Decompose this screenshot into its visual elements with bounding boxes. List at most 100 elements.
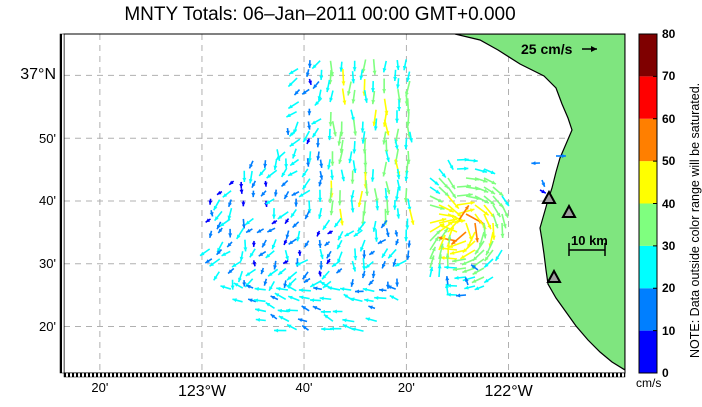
- current-vector: [283, 239, 288, 246]
- current-vector: [208, 230, 213, 239]
- current-vector: [301, 324, 309, 331]
- current-vector: [289, 138, 301, 148]
- current-vector: [301, 88, 310, 95]
- current-vector: [472, 267, 485, 276]
- current-vector: [429, 177, 440, 186]
- current-vector: [381, 248, 389, 259]
- current-vector: [395, 278, 400, 287]
- current-vector: [456, 192, 473, 197]
- current-vector: [395, 188, 400, 201]
- current-vector: [363, 298, 374, 303]
- current-vector: [447, 159, 454, 170]
- radar-sites: [541, 189, 577, 283]
- current-vector: [213, 271, 220, 281]
- current-vector: [231, 260, 242, 268]
- current-vector: [429, 186, 441, 195]
- current-vector: [287, 101, 300, 110]
- frame-ticks-bottom: [63, 372, 626, 378]
- current-vector: [263, 278, 268, 286]
- current-vector: [462, 267, 476, 274]
- current-vector: [286, 323, 298, 331]
- current-vector: [438, 204, 455, 213]
- current-vector: [273, 260, 278, 270]
- current-vector: [445, 253, 450, 269]
- current-vectors: [199, 59, 566, 333]
- current-vector: [292, 221, 300, 229]
- current-vector: [337, 190, 342, 206]
- current-vector: [394, 230, 399, 237]
- current-vector: [317, 89, 322, 101]
- current-vector: [328, 111, 333, 127]
- current-vector: [265, 250, 275, 259]
- current-vector: [392, 258, 397, 267]
- current-vector: [327, 286, 341, 291]
- current-vector: [406, 71, 411, 83]
- colorbar-tick-label: 40: [662, 196, 676, 211]
- current-vector: [372, 59, 377, 75]
- radar-site-marker: [541, 189, 557, 204]
- current-vector: [217, 227, 223, 234]
- current-vector: [277, 308, 289, 313]
- current-vector: [446, 292, 458, 297]
- current-vector: [242, 280, 247, 287]
- current-vector: [396, 78, 400, 89]
- current-vector: [474, 195, 490, 204]
- current-vector: [382, 78, 387, 94]
- current-vector: [371, 81, 375, 93]
- current-vector: [244, 217, 254, 226]
- current-vector: [298, 189, 311, 198]
- current-vector: [368, 250, 376, 256]
- current-vector: [287, 295, 300, 302]
- current-vector: [260, 190, 267, 197]
- current-vector: [251, 240, 256, 247]
- current-vector: [249, 248, 256, 258]
- current-vector: [474, 186, 489, 193]
- current-vector: [319, 261, 324, 270]
- current-vector: [292, 148, 297, 159]
- current-vector: [438, 186, 450, 197]
- colorbar-tick-label: 0: [662, 366, 669, 380]
- current-vector: [471, 276, 485, 284]
- current-vector: [305, 69, 310, 77]
- current-vector: [474, 204, 490, 216]
- current-vector: [447, 177, 456, 190]
- current-vector: [266, 169, 278, 179]
- current-vector: [309, 280, 322, 288]
- colorbar-unit: cm/s: [636, 376, 662, 390]
- current-vector: [394, 259, 407, 267]
- current-vector: [359, 239, 366, 252]
- current-vector: [403, 188, 408, 203]
- current-vector: [251, 190, 256, 198]
- current-vector: [404, 229, 409, 242]
- current-vector: [381, 260, 386, 269]
- current-vector: [327, 159, 331, 170]
- current-vector: [306, 138, 311, 145]
- current-vector: [339, 287, 352, 292]
- current-vector: [482, 222, 487, 239]
- current-vector: [492, 204, 501, 218]
- current-vector: [284, 218, 290, 225]
- colorbar-tick-label: 30: [662, 238, 676, 253]
- current-vector: [380, 219, 388, 229]
- current-vector: [448, 240, 467, 249]
- current-vector: [483, 168, 496, 175]
- current-vector: [341, 68, 346, 86]
- current-vector: [363, 89, 369, 103]
- current-vector: [452, 267, 467, 272]
- current-vector: [397, 99, 402, 112]
- current-vector: [307, 121, 311, 130]
- current-vector: [237, 270, 244, 283]
- y-tick-label: 50': [39, 130, 56, 146]
- current-vector: [307, 60, 312, 68]
- current-vector: [243, 239, 248, 252]
- current-vector: [263, 160, 268, 169]
- current-vector: [450, 231, 467, 246]
- current-vector: [439, 224, 458, 233]
- x-tick-label: 40': [295, 380, 313, 395]
- current-vector: [374, 229, 379, 242]
- current-vector: [319, 296, 332, 301]
- current-vector: [382, 161, 388, 177]
- current-vector: [327, 128, 332, 141]
- current-vector: [357, 190, 364, 208]
- current-vector: [447, 204, 463, 218]
